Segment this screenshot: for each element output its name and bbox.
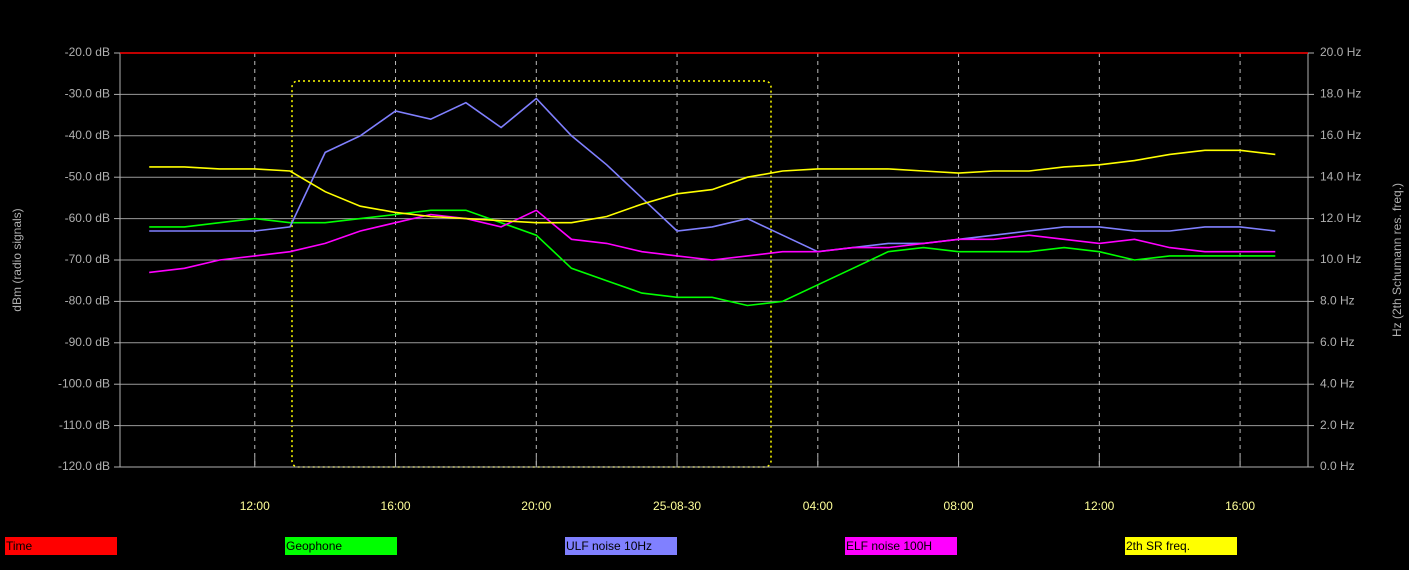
y-tick-label: -110.0 dB (59, 418, 110, 432)
y-tick-label: -60.0 dB (65, 211, 110, 225)
x-tick-label: 04:00 (803, 499, 833, 513)
y-tick-label: -90.0 dB (65, 335, 110, 349)
y-tick-label: -40.0 dB (65, 128, 110, 142)
y2-tick-label: 2.0 Hz (1320, 418, 1355, 432)
y-axis-label: dBm (radio signals) (10, 208, 24, 311)
y2-tick-label: 14.0 Hz (1320, 169, 1361, 183)
series-line (149, 97, 1276, 253)
y2-axis-label: Hz (2th Schumann res. freq.) (1390, 183, 1404, 337)
y2-tick-label: 20.0 Hz (1320, 45, 1361, 59)
y2-tick-label: 0.0 Hz (1320, 459, 1355, 473)
series-line (149, 209, 1276, 274)
y-tick-label: -70.0 dB (65, 252, 110, 266)
y2-tick-label: 10.0 Hz (1320, 252, 1361, 266)
x-tick-label: 25-08-30 (653, 499, 701, 513)
y2-tick-label: 18.0 Hz (1320, 87, 1361, 101)
series-line (149, 209, 1276, 307)
legend-swatch (285, 537, 397, 555)
legend-swatch (1125, 537, 1237, 555)
y2-tick-label: 6.0 Hz (1320, 335, 1355, 349)
legend-label: 2th SR freq. (1126, 539, 1190, 553)
series-line (149, 149, 1276, 224)
legend-label: ELF noise 100H (846, 539, 932, 553)
y2-tick-label: 8.0 Hz (1320, 294, 1355, 308)
legend-label: ULF noise 10Hz (566, 539, 652, 553)
legend-label: Geophone (286, 539, 342, 553)
legend-swatch (845, 537, 957, 555)
x-tick-label: 12:00 (1084, 499, 1114, 513)
y2-tick-label: 12.0 Hz (1320, 211, 1361, 225)
y2-tick-label: 16.0 Hz (1320, 128, 1361, 142)
x-tick-label: 16:00 (1225, 499, 1255, 513)
x-tick-label: 12:00 (240, 499, 270, 513)
x-tick-label: 08:00 (944, 499, 974, 513)
y2-tick-label: 4.0 Hz (1320, 376, 1355, 390)
y-tick-label: -20.0 dB (65, 45, 110, 59)
x-tick-label: 16:00 (381, 499, 411, 513)
x-tick-label: 20:00 (521, 499, 551, 513)
legend-swatch (5, 537, 117, 555)
legend-label: Time (6, 539, 33, 553)
legend-swatch (565, 537, 677, 555)
y-tick-label: -100.0 dB (58, 376, 110, 390)
y-tick-label: -80.0 dB (65, 294, 110, 308)
y-tick-label: -30.0 dB (65, 87, 110, 101)
y-tick-label: -50.0 dB (65, 169, 110, 183)
y-tick-label: -120.0 dB (58, 459, 110, 473)
